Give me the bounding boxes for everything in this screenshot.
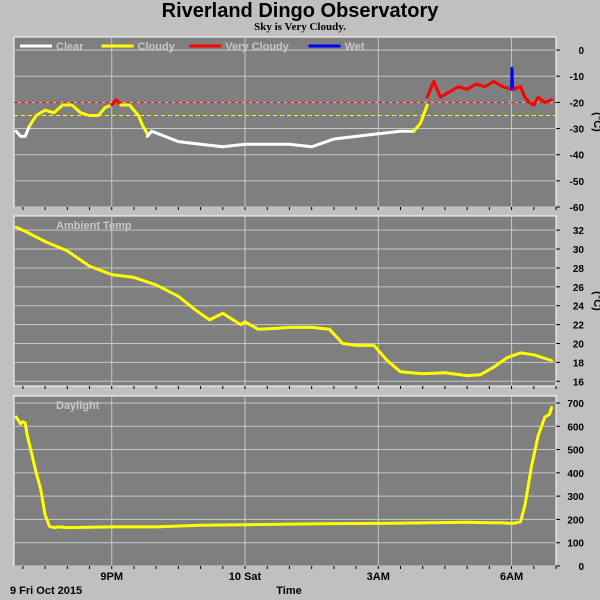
y-tick-label: 700 [567,399,584,410]
x-tick-label: 10 Sat [229,571,262,583]
y-tick-label: 30 [573,245,585,256]
y-tick-label: -60 [570,203,585,214]
y-tick-label: 400 [567,469,584,480]
x-tick-label: 6AM [500,571,523,583]
series-line-daylight [14,406,554,530]
x-axis-label: Time [276,585,301,597]
plot-area-ambient [13,215,557,387]
y-tick-label: -50 [570,177,585,188]
y-tick-label: 24 [573,302,585,313]
series-line-cloudy [119,103,149,136]
y-tick-label: 16 [573,377,585,388]
plot-area-sky [13,36,557,208]
y-tick-label: 22 [573,321,585,332]
chart-title: Riverland Dingo Observatory [161,0,439,22]
y-tick-label: 18 [573,358,585,369]
y-tick-label: 28 [573,264,585,275]
legend-label: Wet [345,41,365,53]
y-tick-label: -40 [570,151,585,162]
y-tick-label: 100 [567,539,584,550]
legend-label: Ambient Temp [56,220,132,232]
series-line-clear [14,124,31,138]
y-tick-label: -10 [570,72,585,83]
series-line-very-cloudy [512,85,554,107]
series-line-very-cloudy [110,98,123,107]
series-line-wet [510,66,515,91]
y-tick-label: 32 [573,226,585,237]
y-tick-label: 26 [573,283,585,294]
series-line-very-cloudy [425,80,514,99]
y-tick-label: -20 [570,98,585,109]
legend-label: Clear [56,41,84,53]
y-axis-label: (°C) [591,112,600,132]
chart-subtitle: Sky is Very Cloudy. [254,21,346,33]
series-line-ambient-temp [14,225,554,378]
plot-area-daylight [13,395,557,567]
y-axis-label: (°C) [591,291,600,311]
y-tick-label: 0 [578,46,584,57]
y-tick-label: 500 [567,446,584,457]
x-tick-label: 3AM [367,571,390,583]
series-line-cloudy [28,103,114,128]
y-tick-label: 200 [567,515,584,526]
date-label: 9 Fri Oct 2015 [10,585,82,597]
legend-label: Cloudy [138,41,176,53]
x-tick-label: 9PM [100,571,123,583]
legend-label: Daylight [56,400,100,412]
y-tick-label: 20 [573,340,585,351]
y-tick-label: 600 [567,422,584,433]
series-line-cloudy [412,103,429,133]
series-line-clear [145,129,416,149]
y-tick-label: 300 [567,492,584,503]
y-tick-label: 0 [578,562,584,573]
y-tick-label: -30 [570,125,585,136]
legend-label: Very Cloudy [225,41,289,53]
